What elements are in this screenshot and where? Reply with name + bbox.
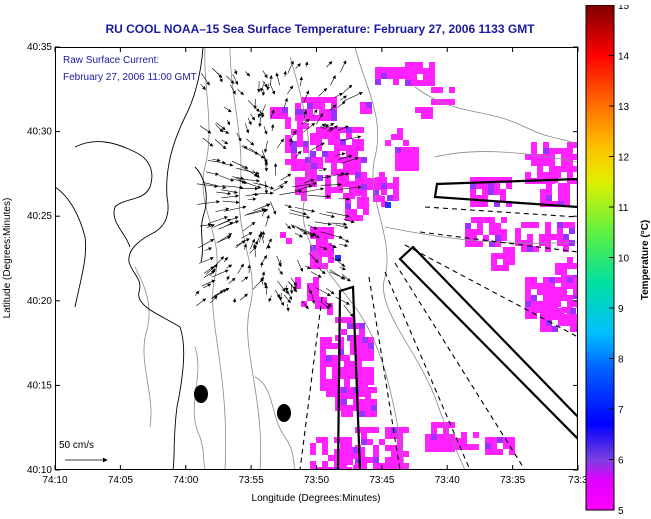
x-axis-label: Longitude (Degrees:Minutes) [252,493,381,504]
x-tick-label: 73:40 [435,475,460,486]
x-tick-label: 73:3 [568,475,588,486]
surface-current-vectors [194,60,363,318]
x-tick-label: 73:35 [500,475,525,486]
colorbar-tick-label: 9 [618,304,624,315]
x-tick-label: 73:45 [369,475,394,486]
colorbar-ticks: 5 6 7 8 9 10 11 12 13 14 15 [609,5,630,515]
colorbar: 5 6 7 8 9 10 11 12 13 14 15 Temperature (°C) [585,5,651,515]
x-tick-label: 74:00 [173,475,198,486]
x-tick-label: 74:10 [42,475,67,486]
buoy-marker [194,385,208,403]
colorbar-tick-label: 11 [618,203,629,214]
map-title: RU COOL NOAA–15 Sea Surface Temperature:… [105,22,535,36]
bathymetry-contours [134,47,578,470]
transect-boxes [336,177,578,470]
colorbar-tick-label: 7 [618,405,624,416]
y-tick-label: 40:15 [27,380,52,391]
colorbar-tick-label: 5 [618,506,624,515]
current-annotation-line2: February 27, 2006 11:00 GMT [63,72,197,83]
y-axis-ticks: 40:10 40:15 40:20 40:25 40:30 40:35 [27,42,578,476]
colorbar-tick-label: 12 [618,153,630,164]
coastline [55,47,207,470]
y-tick-label: 40:20 [27,296,52,307]
colorbar-tick-label: 6 [618,456,624,467]
colorbar-tick-label: 10 [618,254,630,265]
x-tick-label: 73:50 [304,475,329,486]
y-tick-label: 40:25 [27,211,52,222]
y-axis-label: Latitude (Degrees:Minutes) [2,198,13,319]
colorbar-tick-label: 15 [618,5,630,12]
x-axis-ticks: 74:10 74:05 74:00 73:55 73:50 73:45 73:40 73:35… [42,47,588,486]
y-tick-label: 40:10 [27,465,52,476]
sst-map: Raw Surface Current: February 27, 2006 1… [55,47,578,470]
colorbar-tick-label: 13 [618,102,630,113]
scale-label: 50 cm/s [59,440,94,451]
colorbar-tick-label: 14 [618,52,630,63]
colorbar-tick-label: 8 [618,355,624,366]
y-tick-label: 40:30 [27,127,52,138]
buoy-marker [277,404,291,422]
colorbar-label: Temperature (°C) [640,220,651,301]
transect-guides [299,206,578,470]
x-tick-label: 73:55 [239,475,264,486]
current-annotation-line1: Raw Surface Current: [63,55,159,66]
x-tick-label: 74:05 [108,475,133,486]
y-tick-label: 40:35 [27,42,52,53]
